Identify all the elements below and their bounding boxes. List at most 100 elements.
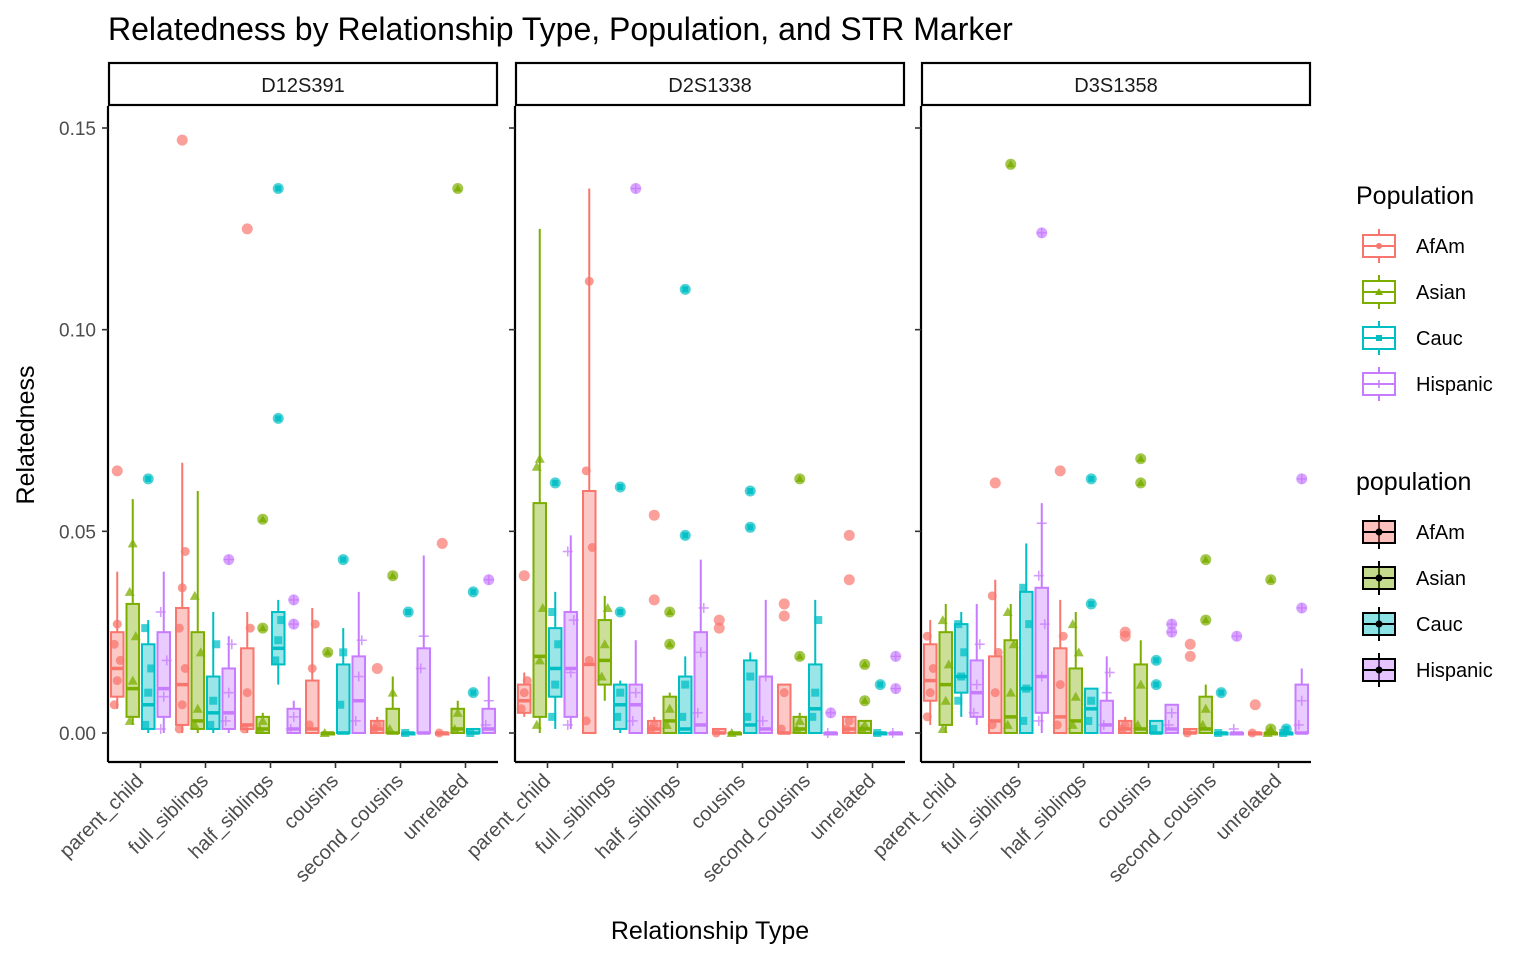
box-iqr: [416, 647, 431, 734]
box-parent_child-AfAm: [922, 620, 938, 725]
box-iqr: [563, 611, 578, 718]
jitter-point: [925, 688, 935, 698]
box-full_siblings-Hispanic: [1033, 227, 1050, 733]
outlier-point: [176, 134, 188, 146]
box-cousins-Hispanic: [757, 599, 773, 734]
box-half_siblings-Cauc: [678, 283, 693, 734]
box-unrelated-Hispanic: [1293, 473, 1309, 735]
box-second_cousins-AfAm: [369, 662, 385, 735]
legend-key-AfAm: [1362, 229, 1396, 263]
outlier-point: [859, 658, 871, 670]
jitter-point: [177, 583, 187, 593]
outlier-point: [664, 638, 676, 650]
jitter-point: [568, 615, 579, 626]
jitter-point: [130, 631, 141, 641]
outlier-point: [843, 574, 855, 586]
box-iqr: [221, 667, 236, 730]
legend-label: AfAm: [1416, 236, 1465, 258]
jitter-point: [1228, 723, 1239, 734]
jitter-point: [1197, 719, 1208, 729]
jitter-point: [695, 647, 706, 658]
jitter-point: [602, 602, 613, 612]
jitter-point: [195, 647, 206, 657]
box-iqr: [1068, 667, 1083, 735]
jitter-point: [226, 639, 237, 650]
jitter-point: [1214, 729, 1223, 737]
outlier-point: [452, 183, 464, 194]
box-iqr: [808, 663, 823, 735]
jitter-point: [534, 655, 545, 665]
jitter-point: [873, 729, 882, 737]
jitter-point: [534, 453, 545, 463]
box-iqr: [141, 643, 156, 730]
jitter-point: [587, 542, 597, 552]
jitter-point: [124, 715, 135, 725]
box-unrelated-Asian: [449, 183, 465, 734]
legend-key-AfAm: [1362, 515, 1396, 549]
jitter-point: [726, 728, 737, 737]
jitter-point: [922, 631, 932, 641]
y-tick-label: 0.10: [59, 321, 96, 342]
jitter-point: [180, 547, 190, 556]
jitter-point: [223, 687, 234, 698]
jitter-point: [565, 667, 576, 678]
jitter-point: [1036, 671, 1047, 682]
facet-strip-label: D3S1358: [1074, 75, 1157, 97]
jitter-point: [1132, 719, 1143, 729]
jitter-point: [562, 719, 573, 730]
legend-key-Cauc: [1362, 607, 1396, 641]
outlier-point: [890, 683, 902, 695]
box-unrelated-Cauc: [1279, 723, 1294, 737]
outlier-point: [1119, 630, 1131, 642]
jitter-point: [141, 720, 150, 729]
box-cousins-Cauc: [336, 554, 351, 735]
outlier-point: [1265, 723, 1277, 735]
jitter-point: [519, 688, 529, 698]
jitter-point: [387, 687, 398, 697]
facet-strip: [514, 61, 906, 107]
jitter-point: [353, 671, 364, 682]
outlier-point: [1265, 574, 1277, 586]
jitter-point: [1019, 716, 1028, 725]
outlier-point: [843, 529, 855, 541]
facet-strip-label: D2S1338: [668, 75, 751, 97]
jitter-point: [1039, 619, 1050, 630]
jitter-point: [1002, 719, 1013, 729]
jitter-point: [627, 715, 638, 726]
outlier-point: [744, 485, 756, 497]
x-axis-title: Relationship Type: [611, 917, 809, 945]
jitter-point: [189, 719, 200, 729]
jitter-point: [127, 538, 138, 548]
outlier-point: [1184, 650, 1196, 662]
jitter-point: [1067, 619, 1078, 629]
box-second_cousins-Hispanic: [415, 555, 431, 735]
jitter-point: [304, 720, 314, 730]
outlier-point: [322, 646, 334, 658]
box-iqr: [1019, 590, 1034, 734]
outlier-point: [142, 473, 154, 485]
jitter-point: [372, 720, 382, 730]
outlier-point: [794, 473, 806, 485]
outlier-point: [794, 650, 806, 662]
jitter-point: [711, 728, 721, 738]
outlier-point: [272, 412, 284, 424]
outlier-point: [778, 610, 790, 622]
box-iqr: [743, 659, 758, 735]
box-second_cousins-Asian: [384, 570, 400, 735]
outlier-point: [630, 183, 642, 194]
box-iqr: [1034, 586, 1049, 714]
jitter-point: [743, 712, 752, 721]
jitter-point: [1058, 631, 1068, 641]
box-second_cousins-Cauc: [1214, 687, 1229, 737]
box-parent_child-AfAm: [109, 465, 125, 710]
jitter-point: [1002, 607, 1013, 616]
outlier-point: [664, 606, 676, 618]
outlier-point: [288, 618, 300, 630]
box-cousins-AfAm: [304, 607, 320, 734]
box-full_siblings-Asian: [596, 595, 613, 701]
box-full_siblings-Cauc: [613, 481, 628, 733]
box-full_siblings-Cauc: [1019, 543, 1034, 734]
box-cousins-Cauc: [1149, 654, 1164, 735]
